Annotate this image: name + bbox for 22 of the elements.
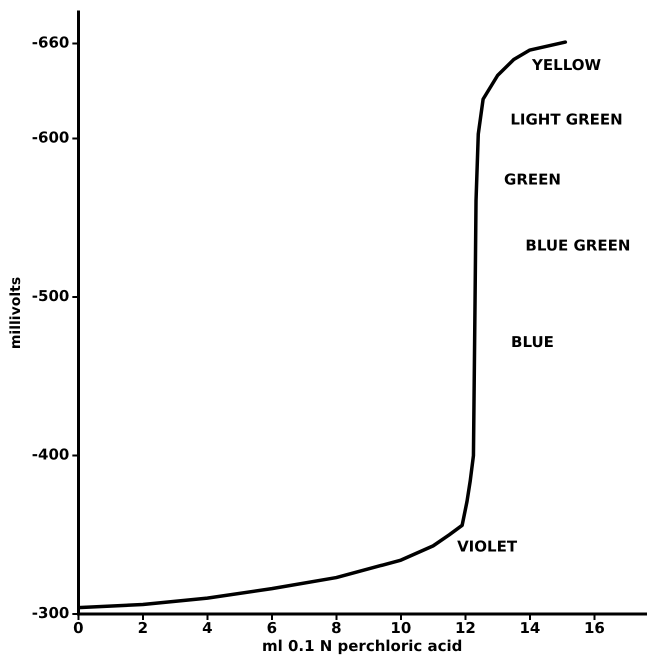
x-tick-label: 2 (138, 618, 148, 637)
x-tick-label: 14 (519, 618, 540, 637)
x-tick-label: 4 (202, 618, 213, 637)
y-axis-title: millivolts (8, 276, 24, 350)
annotation: LIGHT GREEN (510, 110, 623, 128)
x-axis-title: ml 0.1 N perchloric acid (262, 636, 462, 655)
x-tick-label: 0 (73, 618, 84, 637)
x-tick-label: 8 (331, 618, 342, 637)
x-tick-label: 10 (390, 618, 412, 637)
x-tick-label: 6 (266, 618, 278, 637)
annotation: YELLOW (531, 56, 602, 74)
x-tick-label: 16 (584, 618, 605, 637)
y-tick-label: -300 (32, 604, 70, 622)
y-tick-label: -600 (32, 128, 70, 147)
annotation: GREEN (504, 170, 561, 188)
y-tick-label: -500 (32, 287, 70, 306)
annotation: BLUE (511, 332, 554, 351)
y-tick-label: -400 (32, 445, 70, 464)
annotation: BLUE GREEN (525, 236, 630, 255)
x-tick-label: 12 (454, 618, 476, 637)
annotation: VIOLET (457, 538, 518, 556)
y-tick-label: -660 (32, 34, 70, 52)
